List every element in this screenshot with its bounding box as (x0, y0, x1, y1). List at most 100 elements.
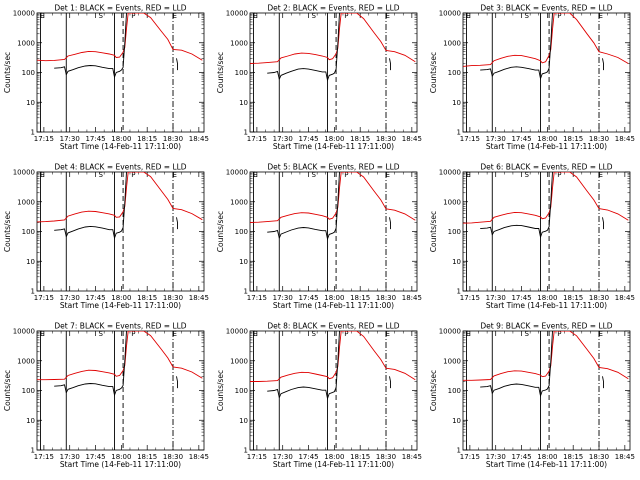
events-post-segment (389, 58, 391, 71)
x-axis-title: Start Time (14-Feb-11 17:11:00) (273, 142, 394, 151)
panel-det-3: Det 3: BLACK = Events, RED = LLD 1 10 100 10… (429, 4, 635, 152)
marker-letter: E (253, 12, 257, 20)
y-tick-label: 10000 (13, 10, 35, 18)
x-axis-title: Start Time (14-Feb-11 17:11:00) (60, 301, 181, 310)
marker-letter: P (131, 330, 135, 338)
events-series-line (54, 331, 127, 397)
panel-title: Det 1: BLACK = Events, RED = LLD (54, 4, 186, 13)
lld-series-line (37, 172, 203, 223)
panel-det-6: Det 6: BLACK = Events, RED = LLD 1 10 100 10… (429, 163, 635, 311)
marker-letter: P (344, 330, 348, 338)
marker-letter: P (344, 12, 348, 20)
data-series (37, 172, 203, 240)
events-series-line (267, 172, 340, 241)
marker-letter: E (599, 171, 603, 179)
marker-letter: S (311, 12, 316, 20)
y-tick-label: 1 (457, 288, 461, 296)
marker-letter: S (311, 330, 316, 338)
x-tick-label: 17:45 (298, 135, 318, 143)
x-tick-label: 17:30 (273, 453, 293, 461)
marker-lines (465, 172, 600, 291)
y-tick-label: 10000 (226, 328, 248, 336)
lld-series-line (463, 172, 629, 224)
events-post-segment (176, 376, 178, 389)
panel-title: Det 3: BLACK = Events, RED = LLD (480, 4, 612, 13)
y-axis-title: Counts/sec (216, 52, 225, 93)
y-tick-label: 10000 (13, 328, 35, 336)
y-tick-label: 1 (244, 447, 248, 455)
x-tick-label: 18:30 (163, 135, 183, 143)
marker-lines (465, 13, 600, 132)
y-tick-label: 10 (26, 99, 35, 107)
x-axis-title: Start Time (14-Feb-11 17:11:00) (273, 301, 394, 310)
y-tick-label: 1000 (17, 198, 35, 206)
marker-letter: P (131, 171, 135, 179)
y-tick-label: 10000 (226, 10, 248, 18)
y-axis-title: Counts/sec (429, 52, 438, 93)
y-tick-label: 1 (31, 447, 35, 455)
data-series (463, 331, 629, 398)
x-tick-label: 18:15 (563, 135, 583, 143)
y-tick-label: 10 (452, 258, 461, 266)
marker-letter: E (466, 171, 470, 179)
data-series (250, 172, 416, 241)
plot-frame (36, 330, 205, 451)
events-post-segment (176, 217, 178, 230)
x-axis-title: Start Time (14-Feb-11 17:11:00) (486, 301, 607, 310)
lld-series-line (463, 13, 629, 67)
y-tick-label: 100 (235, 69, 248, 77)
x-tick-label: 18:30 (589, 135, 609, 143)
data-series (463, 172, 629, 239)
y-tick-label: 1 (31, 288, 35, 296)
x-tick-label: 17:30 (486, 135, 506, 143)
panel-det-9: Det 9: BLACK = Events, RED = LLD 1 10 100 10… (429, 322, 635, 470)
lld-series-line (37, 331, 203, 381)
panel-title: Det 5: BLACK = Events, RED = LLD (267, 163, 399, 172)
x-tick-label: 18:30 (376, 135, 396, 143)
y-tick-label: 10 (239, 258, 248, 266)
x-tick-label: 17:45 (511, 294, 531, 302)
panel-title: Det 4: BLACK = Events, RED = LLD (54, 163, 186, 172)
y-tick-label: 10 (239, 99, 248, 107)
y-tick-label: 1000 (443, 39, 461, 47)
panel-det-4: Det 4: BLACK = Events, RED = LLD 1 10 100 10… (3, 163, 209, 311)
x-tick-label: 18:00 (324, 135, 344, 143)
x-tick-label: 18:45 (402, 135, 422, 143)
y-tick-label: 100 (22, 69, 35, 77)
y-tick-label: 1000 (443, 357, 461, 365)
x-axis-title: Start Time (14-Feb-11 17:11:00) (60, 142, 181, 151)
y-tick-label: 10000 (13, 169, 35, 177)
x-tick-label: 17:15 (34, 294, 54, 302)
y-tick-label: 1000 (17, 357, 35, 365)
x-tick-label: 17:15 (247, 294, 267, 302)
y-tick-label: 1000 (230, 198, 248, 206)
marker-letter: S (524, 330, 529, 338)
x-tick-label: 18:45 (615, 135, 635, 143)
x-tick-label: 17:15 (460, 135, 480, 143)
data-series (250, 331, 416, 401)
y-axis-title: Counts/sec (3, 52, 12, 93)
events-series-line (480, 172, 553, 239)
panel-det-1: Det 1: BLACK = Events, RED = LLD 1 10 100 10… (3, 4, 209, 152)
x-tick-label: 18:15 (137, 294, 157, 302)
marker-letter: E (599, 12, 603, 20)
marker-lines (252, 331, 387, 450)
y-tick-label: 1 (244, 129, 248, 137)
lld-series-line (463, 331, 629, 381)
x-tick-label: 17:30 (60, 294, 80, 302)
marker-lines (39, 331, 174, 450)
y-tick-label: 10 (239, 417, 248, 425)
marker-letter: E (40, 12, 44, 20)
marker-lines (252, 13, 387, 132)
marker-letter: P (131, 12, 135, 20)
x-tick-label: 18:45 (189, 453, 209, 461)
y-tick-label: 1000 (17, 39, 35, 47)
x-tick-label: 18:00 (537, 294, 557, 302)
lld-series-line (250, 331, 416, 382)
x-tick-label: 18:15 (137, 453, 157, 461)
x-tick-label: 18:00 (324, 294, 344, 302)
x-tick-label: 18:15 (350, 453, 370, 461)
x-tick-label: 18:00 (537, 453, 557, 461)
x-tick-label: 17:45 (511, 453, 531, 461)
